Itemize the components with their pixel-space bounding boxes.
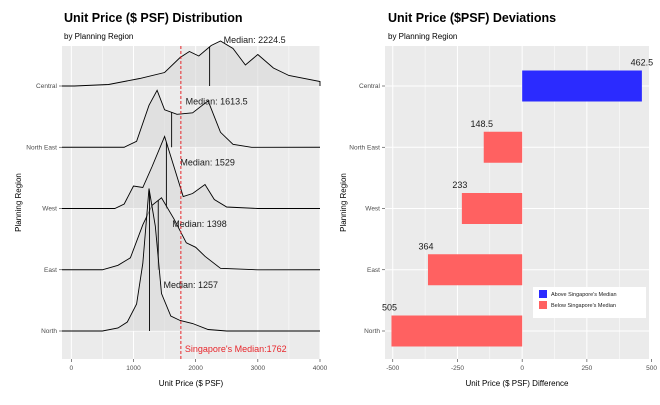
distribution-y-label: Planning Region: [14, 173, 23, 232]
distribution-y-tick-label: West: [42, 206, 57, 213]
distribution-y-tick-label: North: [41, 328, 57, 335]
deviation-y-tick-label: East: [367, 267, 380, 274]
legend-label-above-singapore-s-median: Above Singapore's Median: [551, 292, 617, 298]
deviation-y-tick-label: West: [365, 206, 380, 213]
deviation-bars: 462.5 148.5 233 364 505: [382, 58, 653, 347]
deviation-x-tick-label: -500: [386, 365, 399, 372]
ridge-line-west: [62, 135, 320, 209]
deviation-y-tick-label: North East: [349, 144, 380, 151]
deviation-y-label: Planning Region: [339, 173, 348, 232]
deviation-subtitle: by Planning Region: [388, 32, 457, 41]
deviation-x-tick-label: 0: [520, 365, 524, 372]
legend-background: [533, 287, 646, 318]
deviation-value-north: 505: [382, 303, 397, 313]
legend-swatch-below-singapore-s-median: [539, 301, 547, 309]
deviation-x-tick-label: -250: [451, 365, 464, 372]
deviation-bar-west: [461, 193, 523, 224]
ridge-line-central: [62, 40, 321, 87]
ridge-fill-central: [62, 41, 320, 86]
deviation-title: Unit Price ($PSF) Deviations: [388, 11, 556, 25]
deviation-y-tick-label: North: [364, 328, 380, 335]
distribution-x-tick-label: 1000: [126, 365, 141, 372]
distribution-y-tick-label: Central: [36, 83, 58, 90]
distribution-x-label: Unit Price ($ PSF): [159, 379, 224, 388]
median-label-central: Median: 2224.5: [224, 35, 286, 45]
median-label-east: Median: 1398: [172, 219, 227, 229]
deviation-x-tick-label: 250: [581, 365, 592, 372]
median-label-west: Median: 1529: [180, 158, 235, 168]
ridge-north: Median: 1257: [62, 188, 320, 332]
ridge-central: Median: 2224.5: [62, 35, 321, 87]
distribution-x-tick-label: 0: [70, 365, 74, 372]
deviation-x-label: Unit Price ($ PSF) Difference: [466, 379, 570, 388]
distribution-y-tick-label: East: [44, 267, 57, 274]
distribution-x-tick-label: 2000: [188, 365, 203, 372]
median-label-north-east: Median: 1613.5: [186, 96, 248, 106]
deviation-x-tick-label: 500: [646, 365, 657, 372]
deviation-value-north-east: 148.5: [470, 119, 493, 129]
ridge-fill-north-east: [62, 90, 320, 148]
legend-swatch-above-singapore-s-median: [539, 290, 547, 298]
ridge-line-east: [62, 197, 321, 271]
distribution-y-ticks: Central North East West East North: [26, 83, 62, 335]
singapore-median-label: Singapore's Median:1762: [185, 344, 287, 354]
deviation-chart: Unit Price ($PSF) Deviations by Planning…: [339, 11, 657, 388]
distribution-chart: Unit Price ($ PSF) Distribution by Plann…: [14, 11, 328, 388]
deviation-value-west: 233: [452, 180, 467, 190]
deviation-y-tick-label: Central: [359, 83, 381, 90]
ridge-west: Median: 1529: [62, 135, 320, 209]
deviation-bar-north: [391, 315, 523, 347]
median-label-north: Median: 1257: [163, 280, 218, 290]
distribution-x-ticks: 0 1000 2000 3000 4000: [70, 359, 328, 372]
deviation-bar-central: [522, 70, 642, 102]
distribution-x-tick-label: 4000: [313, 365, 328, 372]
deviation-x-ticks: -500 -250 0 250 500: [386, 359, 657, 372]
legend-label-below-singapore-s-median: Below Singapore's Median: [551, 303, 616, 309]
deviation-value-central: 462.5: [631, 58, 654, 68]
distribution-y-tick-label: North East: [26, 144, 57, 151]
ridge-north-east: Median: 1613.5: [62, 89, 321, 148]
ridge-line-north: [62, 188, 320, 332]
deviation-value-east: 364: [418, 241, 433, 251]
deviation-y-ticks: Central North East West East North: [349, 83, 385, 335]
deviation-legend: Above Singapore's Median Below Singapore'…: [533, 287, 646, 318]
distribution-subtitle: by Planning Region: [64, 32, 133, 41]
distribution-x-tick-label: 3000: [251, 365, 266, 372]
ridge-line-north-east: [62, 89, 321, 148]
distribution-title: Unit Price ($ PSF) Distribution: [64, 11, 243, 25]
ridge-fill-east: [62, 197, 320, 270]
distribution-ridges: Median: 2224.5 Median: 1613.5 Median: 1529…: [62, 35, 321, 359]
deviation-bar-north-east: [483, 131, 523, 163]
deviation-bar-east: [427, 254, 523, 286]
